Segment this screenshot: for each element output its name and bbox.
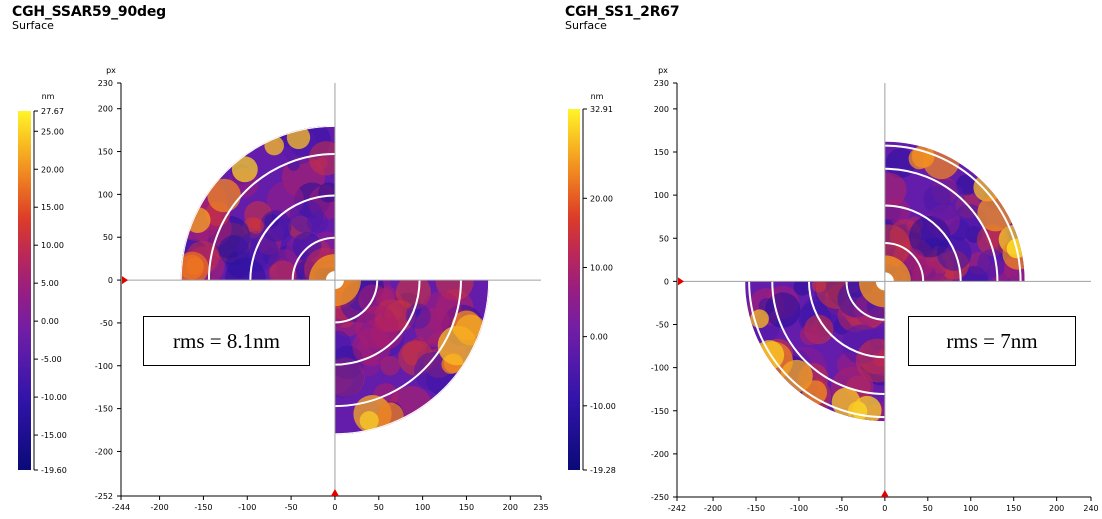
colorbar-unit-label: nm: [591, 92, 604, 101]
surface-quadrant: [745, 281, 885, 422]
colorbar-unit-label: nm: [42, 92, 55, 101]
x-tick-label: 200: [1049, 504, 1064, 513]
y-axis-unit-label: px: [658, 66, 668, 75]
y-tick-label: -50: [656, 321, 669, 330]
y-tick-label: 150: [98, 148, 113, 157]
x-tick-label: -242: [668, 504, 686, 513]
surface-map-plot: 32.91 20.00 10.00 0.00 -10.00 -19.28 nm px 230 20…: [568, 66, 1099, 513]
surface-quadrant: [884, 141, 1025, 282]
colorbar-tick-label: -5.00: [41, 355, 62, 364]
colorbar-tick-label: 20.00: [590, 194, 613, 203]
y-tick-label: -50: [100, 319, 113, 328]
colorbar: [18, 111, 31, 470]
x-tick-label: -150: [747, 504, 765, 513]
x-tick-label: 100: [963, 504, 978, 513]
x-tick-label: -150: [194, 503, 212, 512]
colorbar-tick-label: 10.00: [41, 241, 64, 250]
y-origin-marker: [122, 276, 128, 285]
x-tick-label: 0: [882, 504, 887, 513]
x-tick-label: -100: [790, 504, 808, 513]
chart-title: CGH_SS1_2R67: [565, 4, 680, 20]
rms-annotation: rms = 8.1nm: [143, 316, 310, 366]
x-tick-label: 200: [503, 503, 518, 512]
surface-map-plot: 27.67 25.00 20.00 15.00 10.00 5.00 0.00 -5.00 -1…: [18, 66, 549, 512]
x-origin-marker: [880, 490, 889, 497]
surface-map-panel-right: CGH_SS1_2R67 Surface 32.91 20.00 10.00 0.00…: [553, 0, 1102, 519]
colorbar-tick-label: -10.00: [590, 402, 616, 411]
surface-map-panel-left: CGH_SSAR59_90deg Surface 27.67 25.00 20.00…: [12, 4, 549, 512]
y-tick-label: 50: [659, 234, 669, 243]
x-tick-label: -200: [704, 504, 722, 513]
colorbar-tick-label: 20.00: [41, 165, 64, 174]
y-tick-label: 0: [664, 277, 669, 286]
colorbar-tick-label: -19.28: [590, 466, 616, 475]
y-tick-label: 200: [98, 105, 113, 114]
x-origin-marker: [330, 489, 339, 496]
rms-annotation: rms = 7nm: [908, 316, 1076, 366]
colorbar-tick-label: -19.60: [41, 466, 67, 475]
y-axis-unit-label: px: [106, 66, 116, 75]
x-tick-label: 50: [923, 504, 933, 513]
x-tick-label: 235: [533, 503, 548, 512]
x-tick-label: 50: [374, 503, 384, 512]
surface-quadrant: [334, 280, 490, 435]
y-tick-label: -150: [651, 407, 669, 416]
x-tick-label: -244: [112, 503, 130, 512]
colorbar-tick-label: 5.00: [41, 279, 59, 288]
y-tick-label: 0: [108, 276, 113, 285]
x-tick-label: 100: [415, 503, 430, 512]
y-tick-label: -200: [651, 450, 669, 459]
y-tick-label: -150: [95, 405, 113, 414]
chart-subtitle: Surface: [565, 19, 607, 32]
x-tick-label: 0: [332, 503, 337, 512]
x-tick-label: -50: [285, 503, 298, 512]
y-tick-label: 230: [654, 79, 669, 88]
x-tick-label: 150: [459, 503, 474, 512]
y-tick-label: -100: [651, 364, 669, 373]
colorbar-tick-label: -15.00: [41, 431, 67, 440]
colorbar-tick-label: 10.00: [590, 263, 613, 272]
y-tick-label: -100: [95, 362, 113, 371]
y-tick-label: 230: [98, 79, 113, 88]
chart-subtitle: Surface: [12, 19, 54, 32]
y-tick-label: 100: [654, 191, 669, 200]
x-tick-label: 150: [1006, 504, 1021, 513]
colorbar-tick-label: 0.00: [41, 317, 59, 326]
x-tick-label: -100: [238, 503, 256, 512]
chart-title: CGH_SSAR59_90deg: [12, 4, 166, 20]
x-tick-label: 240: [1083, 504, 1098, 513]
y-tick-label: -252: [95, 492, 113, 501]
colorbar-tick-label: 0.00: [590, 333, 608, 342]
y-tick-label: -250: [651, 493, 669, 502]
colorbar: [568, 109, 580, 470]
y-origin-marker: [678, 277, 684, 286]
colorbar-tick-label: 15.00: [41, 203, 64, 212]
colorbar-tick-label: 27.67: [41, 107, 64, 116]
x-tick-label: -200: [151, 503, 169, 512]
colorbar-tick-label: 25.00: [41, 127, 64, 136]
colorbar-tick-label: 32.91: [590, 105, 613, 114]
y-tick-label: 150: [654, 148, 669, 157]
y-tick-label: 50: [103, 233, 113, 242]
y-tick-label: 200: [654, 105, 669, 114]
y-tick-label: -200: [95, 447, 113, 456]
x-tick-label: -50: [835, 504, 848, 513]
y-tick-label: 100: [98, 190, 113, 199]
colorbar-tick-label: -10.00: [41, 393, 67, 402]
